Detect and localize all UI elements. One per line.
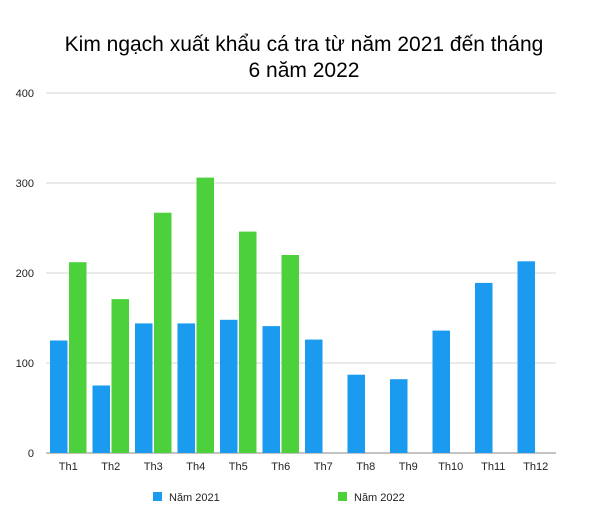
y-tick-label: 200 — [16, 268, 34, 280]
x-tick-label: Th5 — [229, 461, 248, 473]
legend-label-2: Năm 2022 — [354, 492, 405, 504]
x-tick-label: Th11 — [481, 461, 505, 473]
x-tick-label: Th10 — [438, 461, 463, 473]
x-tick-label: Th2 — [101, 461, 120, 473]
x-tick-label: Th9 — [399, 461, 418, 473]
bar-th2-series-2 — [111, 299, 129, 453]
bar-th3-series-1 — [135, 323, 153, 453]
y-tick-label: 400 — [16, 88, 34, 100]
grid-lines — [46, 92, 556, 454]
y-tick-label: 100 — [16, 358, 34, 370]
bar-th11-series-1 — [475, 282, 493, 453]
bar-th6-series-1 — [262, 326, 280, 453]
bar-th8-series-1 — [347, 374, 365, 453]
bar-th5-series-1 — [220, 319, 238, 453]
bar-th4-series-1 — [177, 323, 195, 453]
x-axis: Th1 Th2 Th3 Th4 Th5 Th6 Th7 Th8 Th9 Th10 Th11 Th12 — [59, 461, 549, 473]
bar-th5-series-2 — [239, 231, 257, 453]
x-tick-label: Th1 — [59, 461, 78, 473]
x-tick-label: Th7 — [314, 461, 333, 473]
bar-th1-series-1 — [50, 340, 68, 453]
bars — [50, 177, 535, 453]
bar-th2-series-1 — [92, 385, 110, 453]
bar-th9-series-1 — [390, 379, 408, 453]
y-axis: 0 100 200 300 400 — [16, 88, 34, 460]
bar-th4-series-2 — [196, 177, 214, 453]
bar-th12-series-1 — [517, 261, 535, 453]
chart-title-line2: 6 năm 2022 — [249, 59, 360, 82]
bar-th3-series-2 — [154, 212, 172, 453]
x-tick-label: Th8 — [356, 461, 375, 473]
x-tick-label: Th6 — [271, 461, 290, 473]
x-tick-label: Th12 — [523, 461, 548, 473]
bar-th7-series-1 — [305, 339, 323, 453]
legend: Năm 2021 Năm 2022 — [153, 492, 405, 504]
chart-title-line1: Kim ngạch xuất khẩu cá tra từ năm 2021 đ… — [65, 33, 544, 56]
legend-label-1: Năm 2021 — [169, 492, 220, 504]
y-tick-label: 300 — [16, 178, 34, 190]
y-tick-label: 0 — [28, 448, 34, 460]
x-tick-label: Th4 — [186, 461, 205, 473]
bar-th10-series-1 — [432, 330, 450, 453]
x-tick-label: Th3 — [144, 461, 163, 473]
bar-th6-series-2 — [281, 255, 299, 453]
legend-swatch-1 — [153, 492, 162, 501]
legend-swatch-2 — [338, 492, 347, 501]
bar-th1-series-2 — [69, 262, 87, 453]
